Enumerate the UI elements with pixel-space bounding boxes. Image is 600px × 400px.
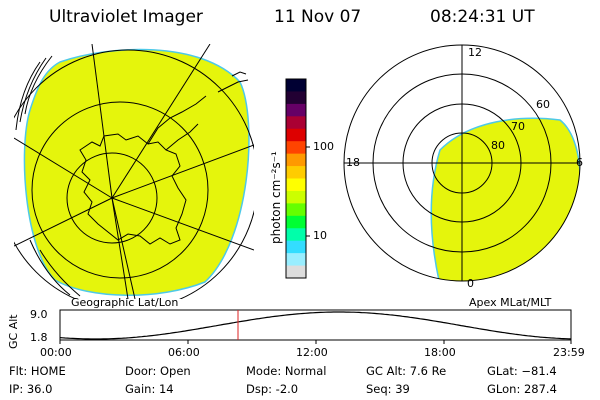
instrument-title: Ultraviolet Imager — [49, 7, 203, 27]
right-panel-caption: Apex MLat/MLT — [469, 296, 552, 309]
colorbar-segment — [286, 153, 306, 167]
outer-arc — [24, 55, 53, 115]
latitude-circle — [66, 152, 158, 244]
left-panel-caption: Geographic Lat/Lon — [71, 296, 179, 309]
glon-value: GLon: 287.4 — [487, 382, 557, 396]
meridian-line — [111, 197, 136, 299]
geographic-map — [14, 44, 254, 299]
colorbar-segment — [286, 240, 306, 254]
x-tick-label: 00:00 — [40, 346, 72, 359]
seq-value: Seq: 39 — [366, 382, 410, 396]
mlat-label-60: 60 — [536, 98, 550, 111]
outer-arc — [19, 57, 47, 123]
meridian-line — [111, 44, 211, 199]
colorbar-segment — [286, 166, 306, 179]
colorbar-segment — [286, 190, 306, 204]
door-status: Door: Open — [125, 364, 191, 378]
date-label: 11 Nov 07 — [274, 7, 362, 27]
altitude-y-top: 9.0 — [30, 308, 48, 321]
left-emission-region — [23, 48, 250, 296]
colorbar-segment — [286, 79, 306, 92]
polar-plot — [343, 44, 581, 282]
latitude-circle — [14, 49, 254, 299]
outer-arc — [39, 249, 81, 297]
colorbar-segment — [286, 103, 306, 117]
meridian-line — [111, 197, 254, 251]
mlat-label-70: 70 — [511, 120, 525, 133]
colorbar-segment — [286, 203, 306, 217]
meridian-line — [14, 137, 113, 199]
time-label: 08:24:31 UT — [430, 7, 535, 27]
mlt-label-0: 0 — [467, 277, 474, 290]
meridian-line — [111, 197, 129, 299]
dsp-value: Dsp: -2.0 — [246, 382, 299, 396]
altitude-plot — [59, 309, 572, 344]
meridian-line — [91, 44, 113, 199]
island-coastline — [217, 79, 249, 93]
colorbar-segment — [286, 253, 306, 267]
colorbar-segment — [286, 215, 306, 229]
glat-value: GLat: −81.4 — [487, 364, 557, 378]
ip-value: IP: 36.0 — [9, 382, 53, 396]
colorbar-segment — [286, 265, 306, 279]
outer-arc — [29, 239, 71, 296]
right-emission-region — [430, 117, 580, 281]
gain-value: Gain: 14 — [125, 382, 174, 396]
outer-arc — [15, 61, 41, 131]
meridian-line — [14, 197, 113, 247]
peninsula-coastline — [147, 95, 207, 145]
mlat-label-80: 80 — [491, 139, 505, 152]
altitude-frame — [59, 309, 572, 341]
peninsula-coastline — [165, 123, 199, 151]
x-tick-label: 18:00 — [424, 346, 456, 359]
x-tick-label: 12:00 — [296, 346, 328, 359]
colorbar-segment — [286, 116, 306, 130]
x-tick-label: 23:59 — [553, 346, 585, 359]
colorbar-segment — [286, 128, 306, 142]
latitude-circle — [31, 101, 209, 279]
colorbar-frame — [285, 78, 307, 279]
mlt-label-12: 12 — [468, 46, 482, 59]
island-coastline — [231, 71, 247, 77]
colorbar-label-10: 10 — [313, 229, 327, 242]
colorbar — [285, 78, 310, 279]
altitude-ylabel: GC Alt — [7, 314, 20, 349]
colorbar-segment — [286, 91, 306, 105]
antarctica-coastline — [79, 133, 187, 245]
mlt-label-6: 6 — [576, 156, 583, 169]
colorbar-segment — [286, 228, 306, 242]
gc-alt-value: GC Alt: 7.6 Re — [366, 364, 447, 378]
colorbar-unit-label: photon cm⁻²s⁻¹ — [269, 151, 283, 244]
colorbar-segment — [286, 178, 306, 192]
x-tick-label: 06:00 — [168, 346, 200, 359]
mode-value: Mode: Normal — [246, 364, 327, 378]
altitude-curve — [60, 311, 571, 340]
flight-mode: Flt: HOME — [9, 364, 66, 378]
mlt-label-18: 18 — [346, 156, 360, 169]
colorbar-label-100: 100 — [313, 140, 334, 153]
meridian-line — [111, 144, 254, 199]
altitude-y-bottom: 1.8 — [30, 331, 48, 344]
colorbar-segment — [286, 141, 306, 155]
